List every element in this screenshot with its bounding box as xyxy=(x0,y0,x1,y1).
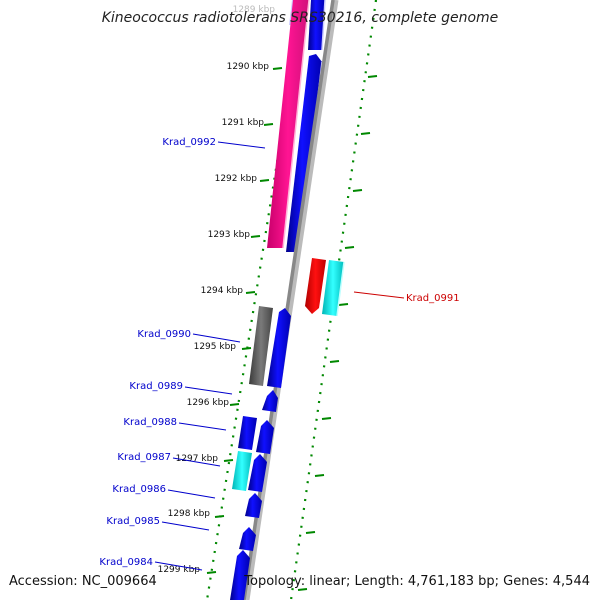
leader-krad-0992 xyxy=(217,141,266,149)
gene-label-krad-0989[interactable]: Krad_0989 xyxy=(129,381,183,392)
gene-krad-0987[interactable] xyxy=(248,454,267,492)
leader-krad-0988 xyxy=(178,422,227,431)
gene-label-krad-0988[interactable]: Krad_0988 xyxy=(123,417,177,428)
ruler-label: 1289 kbp xyxy=(233,5,276,15)
backbone-shadow xyxy=(244,0,339,600)
gene-krad-0992[interactable] xyxy=(286,54,322,252)
gene-label-krad-0984[interactable]: Krad_0984 xyxy=(99,557,153,568)
gene-krad-0988-b[interactable] xyxy=(256,420,274,454)
genome-title: Kineococcus radiotolerans SRS30216, comp… xyxy=(101,10,499,26)
gene-krad-0985[interactable] xyxy=(239,527,256,551)
ruler-label: 1290 kbp xyxy=(227,62,270,72)
gene-label-krad-0986[interactable]: Krad_0986 xyxy=(112,484,166,495)
ruler-label: 1293 kbp xyxy=(208,230,251,240)
feature-pink[interactable] xyxy=(267,0,309,248)
leader-krad-0991 xyxy=(353,291,405,299)
gene-krad-0988-a[interactable] xyxy=(238,416,257,450)
gene-top-blue[interactable] xyxy=(308,0,325,50)
leader-krad-0986 xyxy=(167,489,216,499)
ruler-track-right xyxy=(289,0,378,600)
ruler-ticks-right xyxy=(297,75,378,591)
feature-gray[interactable] xyxy=(249,306,273,386)
ruler-label: 1292 kbp xyxy=(215,174,258,184)
gene-label-krad-0991[interactable]: Krad_0991 xyxy=(406,293,460,304)
ruler-label: 1295 kbp xyxy=(194,342,237,352)
feature-pink-edge xyxy=(282,0,310,249)
leader-krad-0989 xyxy=(184,386,233,395)
ruler-label: 1297 kbp xyxy=(176,454,219,464)
gene-label-krad-0985[interactable]: Krad_0985 xyxy=(106,516,160,527)
gene-label-krad-0987[interactable]: Krad_0987 xyxy=(117,452,171,463)
ruler-ticks-left xyxy=(206,67,283,574)
gene-label-krad-0992[interactable]: Krad_0992 xyxy=(162,137,216,148)
ruler-label: 1299 kbp xyxy=(158,565,201,575)
gene-label-krad-0990[interactable]: Krad_0990 xyxy=(137,329,191,340)
feature-cyan-right-edge xyxy=(336,261,345,317)
gene-krad-0991[interactable] xyxy=(305,258,326,314)
ruler-label: 1294 kbp xyxy=(201,286,244,296)
leader-krad-0990 xyxy=(192,333,241,343)
gene-krad-0989[interactable] xyxy=(262,390,278,412)
gene-top-blue-edge xyxy=(321,0,326,51)
gene-krad-0986[interactable] xyxy=(245,493,262,518)
ruler-label: 1296 kbp xyxy=(187,398,230,408)
feature-cyan-left[interactable] xyxy=(232,451,252,491)
leader-krad-0985 xyxy=(161,521,210,531)
genome-summary: Topology: linear; Length: 4,761,183 bp; … xyxy=(244,574,590,589)
leader-krad-0987 xyxy=(172,457,221,467)
ruler-label: 1291 kbp xyxy=(222,118,265,128)
leader-krad-0984 xyxy=(154,561,203,571)
gene-krad-0990[interactable] xyxy=(267,308,291,388)
gene-krad-0984[interactable] xyxy=(230,550,250,600)
accession-text: Accession: NC_009664 xyxy=(9,574,157,589)
ruler-label: 1298 kbp xyxy=(168,509,211,519)
